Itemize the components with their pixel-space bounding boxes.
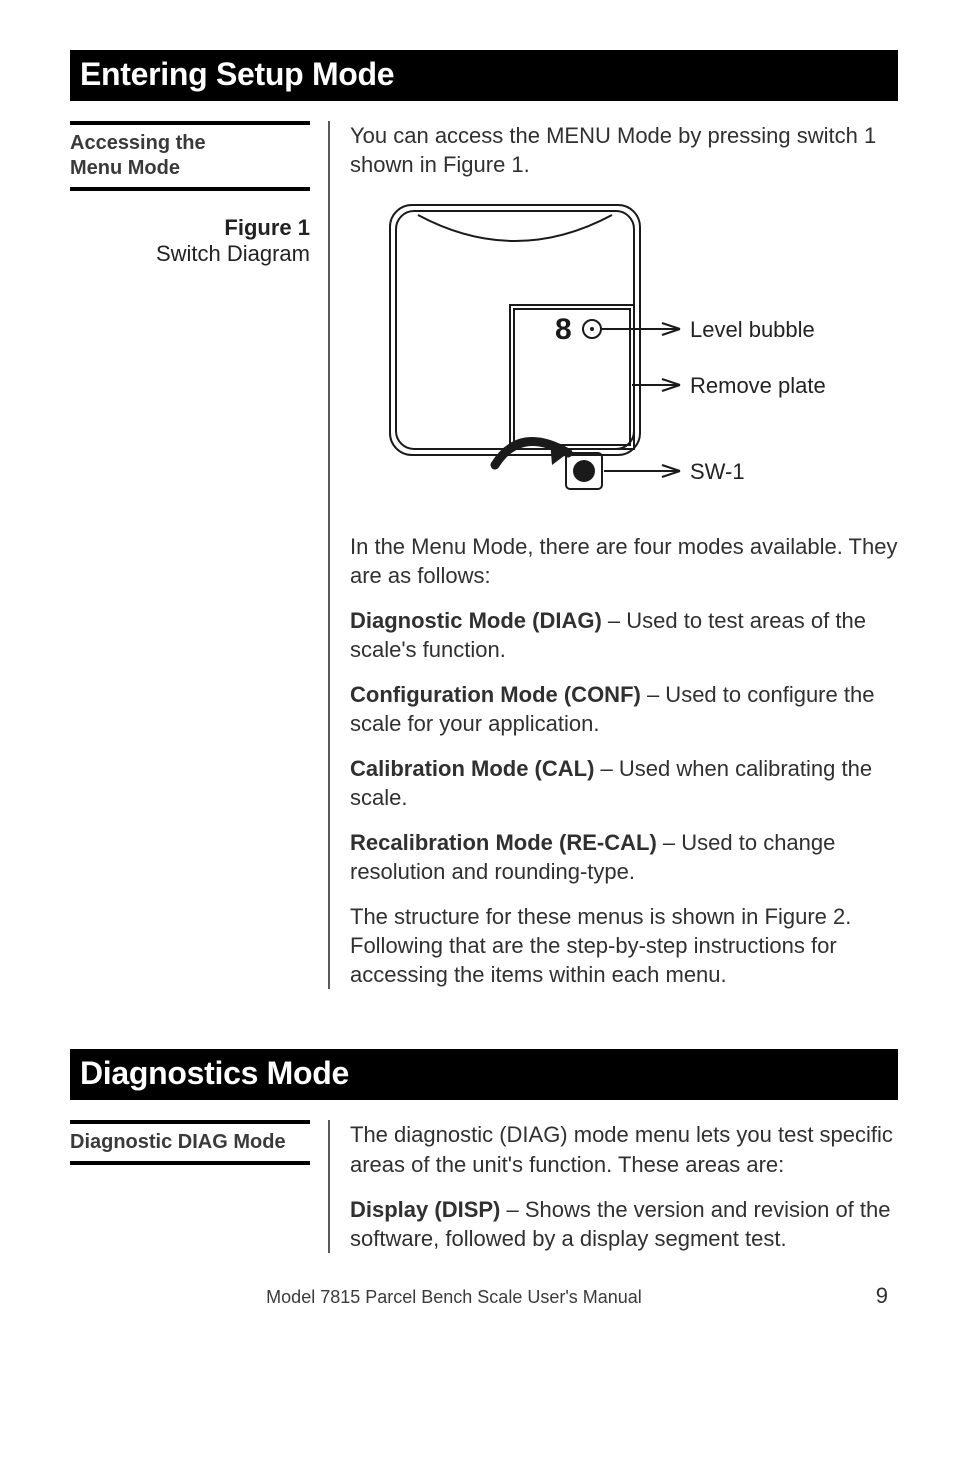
side-heading-line2: Menu Mode [70,156,310,181]
mode-conf-name: Configuration Mode (CONF) [350,682,641,707]
side-heading-diag-line: Diagnostic DIAG Mode [70,1130,310,1155]
footer-manual-title: Model 7815 Parcel Bench Scale User's Man… [80,1287,828,1308]
mode-diag: Diagnostic Mode (DIAG) – Used to test ar… [350,606,898,664]
display-item-name: Display (DISP) [350,1197,500,1222]
side-heading-line1: Accessing the [70,131,310,156]
section1-right: You can access the MENU Mode by pressing… [330,121,898,989]
section-header-diag: Diagnostics Mode [70,1049,898,1100]
intro-text: You can access the MENU Mode by pressing… [350,121,898,179]
diagram-label-level: Level bubble [690,317,815,342]
section2-columns: Diagnostic DIAG Mode The diagnostic (DIA… [70,1120,898,1252]
display-item: Display (DISP) – Shows the version and r… [350,1195,898,1253]
mode-conf: Configuration Mode (CONF) – Used to conf… [350,680,898,738]
section1-left: Accessing the Menu Mode Figure 1 Switch … [70,121,328,267]
figure-number: Figure 1 [70,215,310,241]
section2-left: Diagnostic DIAG Mode [70,1120,328,1189]
section-title-diag: Diagnostics Mode [80,1055,888,1092]
mode-cal-name: Calibration Mode (CAL) [350,756,594,781]
switch-diagram-svg: 8 Level bubble [380,195,860,505]
figure-caption: Switch Diagram [70,241,310,267]
mode-cal: Calibration Mode (CAL) – Used when calib… [350,754,898,812]
diagram-label-plate: Remove plate [690,373,826,398]
section2-right: The diagnostic (DIAG) mode menu lets you… [330,1120,898,1252]
diag-intro: The diagnostic (DIAG) mode menu lets you… [350,1120,898,1178]
diagram-digit: 8 [555,313,572,346]
after-diagram-text: In the Menu Mode, there are four modes a… [350,532,898,590]
side-heading-diag-mode: Diagnostic DIAG Mode [70,1120,310,1165]
closing-text: The structure for these menus is shown i… [350,902,898,989]
section1-columns: Accessing the Menu Mode Figure 1 Switch … [70,121,898,989]
page: Entering Setup Mode Accessing the Menu M… [0,0,954,1349]
mode-diag-name: Diagnostic Mode (DIAG) [350,608,602,633]
section-title-setup: Entering Setup Mode [80,56,888,93]
figure-label: Figure 1 Switch Diagram [70,215,310,267]
side-heading-accessing: Accessing the Menu Mode [70,121,310,191]
diagram-label-sw1: SW-1 [690,459,745,484]
section-header-setup: Entering Setup Mode [70,50,898,101]
mode-recal-name: Recalibration Mode (RE-CAL) [350,830,657,855]
page-footer: Model 7815 Parcel Bench Scale User's Man… [70,1283,898,1309]
footer-page-number: 9 [828,1283,888,1309]
switch-diagram: 8 Level bubble [380,195,898,510]
mode-recal: Recalibration Mode (RE-CAL) – Used to ch… [350,828,898,886]
